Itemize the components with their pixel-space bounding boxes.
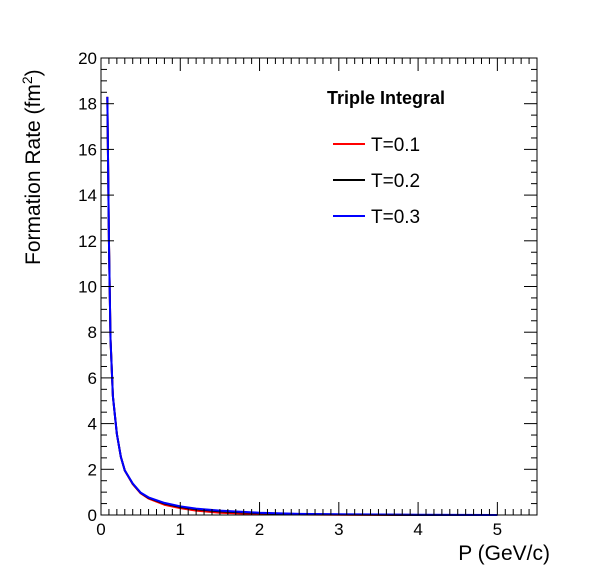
y-tick-label: 18 xyxy=(78,95,97,114)
x-tick-label: 2 xyxy=(255,520,264,539)
legend-title: Triple Integral xyxy=(327,88,445,108)
x-tick-label: 1 xyxy=(176,520,185,539)
legend-label: T=0.2 xyxy=(371,171,420,192)
x-tick-label: 0 xyxy=(96,520,105,539)
legend-label: T=0.1 xyxy=(371,135,420,156)
x-axis-title: P (GeV/c) xyxy=(458,542,550,565)
x-tick-label: 4 xyxy=(413,520,422,539)
legend-entries: T=0.1 T=0.2 T=0.3 xyxy=(333,135,420,228)
y-tick-label: 2 xyxy=(88,460,97,479)
x-tick-label: 3 xyxy=(334,520,343,539)
y-axis-title-sup: 2 xyxy=(19,76,35,84)
y-tick-label: 6 xyxy=(88,369,97,388)
y-axis-title: Formation Rate (fm2) xyxy=(19,69,45,265)
y-tick-label: 8 xyxy=(88,323,97,342)
x-tick-label: 5 xyxy=(493,520,502,539)
y-axis-title-main: Formation Rate (fm xyxy=(22,84,45,265)
y-tick-label: 4 xyxy=(88,415,97,434)
y-axis-title-close: ) xyxy=(22,69,45,76)
y-tick-label: 12 xyxy=(78,232,97,251)
legend-label: T=0.3 xyxy=(371,207,420,228)
legend: Triple Integral T=0.1 T=0.2 T=0.3 xyxy=(327,88,445,228)
y-tick-label: 0 xyxy=(88,506,97,525)
y-tick-label: 10 xyxy=(78,278,97,297)
y-tick-label: 14 xyxy=(78,186,97,205)
y-tick-label: 16 xyxy=(78,140,97,159)
y-tick-label: 20 xyxy=(78,49,97,68)
ticks-layer xyxy=(100,57,538,516)
